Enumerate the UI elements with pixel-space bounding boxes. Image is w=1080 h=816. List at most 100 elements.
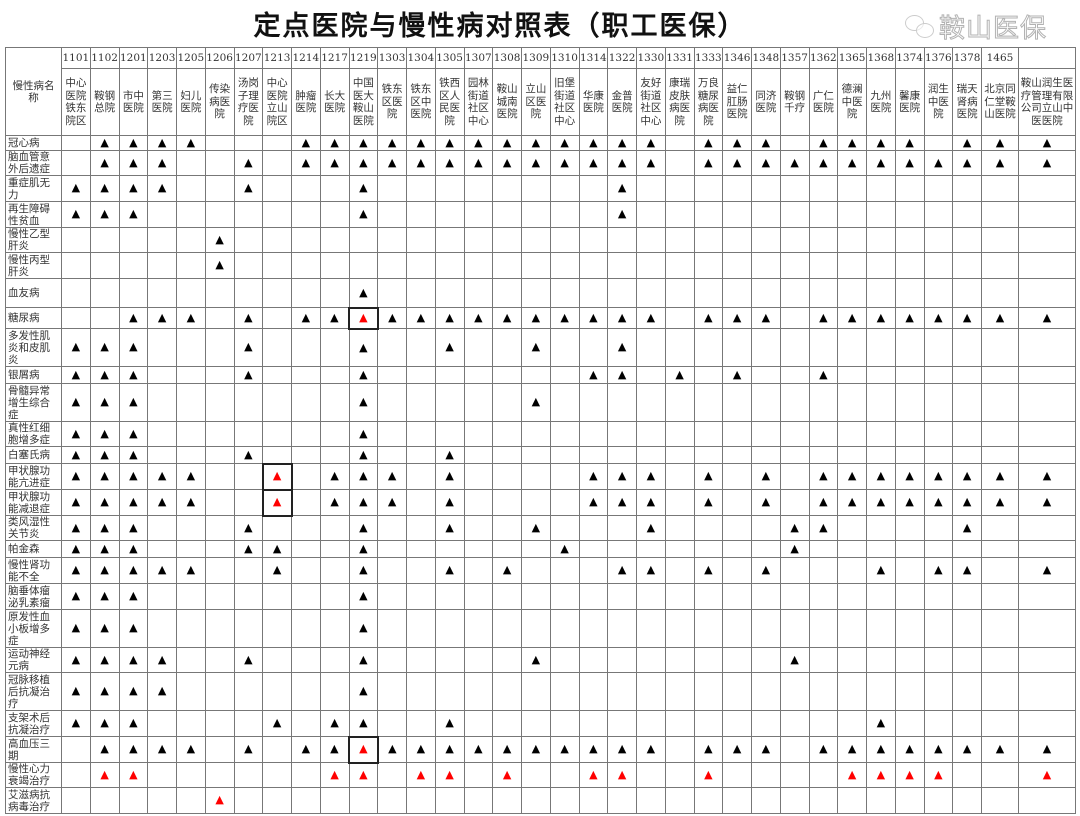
empty-cell [1018,583,1076,610]
empty-cell [923,515,954,541]
empty-cell [693,446,724,464]
empty-cell [463,787,494,814]
empty-cell [89,278,120,308]
triangle-mark: ▲ [722,150,752,176]
empty-cell [837,609,867,648]
empty-cell [722,421,752,447]
empty-cell [521,278,551,308]
hospital-code: 1365 [837,47,867,69]
empty-cell [952,201,982,228]
empty-cell [894,383,925,422]
triangle-mark: ▲ [607,175,637,202]
empty-cell [981,515,1019,541]
triangle-mark: ▲ [607,150,637,176]
empty-cell [664,583,695,610]
empty-cell [549,672,580,711]
hospital-name: 园林街道社区中心 [463,68,494,136]
triangle-mark: ▲ [578,489,609,516]
empty-cell [463,647,494,673]
empty-cell [176,583,206,610]
empty-cell [894,175,925,202]
table-row: 艾滋病抗病毒治疗 ▲ [5,787,1076,814]
empty-cell [319,583,350,610]
empty-cell [693,252,724,279]
empty-cell [636,609,666,648]
triangle-mark: ▲ [981,150,1019,176]
hospital-name: 鞍钢千疗 [779,68,810,136]
empty-cell [808,762,839,788]
empty-cell [837,328,867,367]
empty-cell [636,540,666,558]
triangle-mark: ▲ [923,307,954,329]
empty-cell [722,227,752,253]
empty-cell [147,446,177,464]
triangle-mark: ▲ [751,489,781,516]
empty-cell [981,252,1019,279]
empty-cell [837,515,867,541]
empty-cell [406,609,436,648]
empty-cell [291,583,321,610]
empty-cell [664,672,695,711]
triangle-mark: ▲ [866,710,896,737]
empty-cell [664,175,695,202]
empty-cell [1018,710,1076,737]
empty-cell [722,762,752,788]
triangle-mark: ▲ [751,557,781,584]
disease-name: 帕金森 [5,540,62,558]
hospital-name: 广仁医院 [808,68,839,136]
empty-cell [1018,672,1076,711]
red-triangle-mark: ▲ [866,762,896,788]
triangle-mark: ▲ [291,150,321,176]
empty-cell [147,787,177,814]
empty-cell [837,278,867,308]
empty-cell [233,489,264,516]
empty-cell [578,252,609,279]
empty-cell [492,175,522,202]
empty-cell [866,383,896,422]
empty-cell [722,175,752,202]
empty-cell [636,762,666,788]
triangle-mark: ▲ [693,135,724,151]
triangle-mark: ▲ [233,446,264,464]
empty-cell [578,583,609,610]
empty-cell [837,252,867,279]
triangle-mark: ▲ [233,175,264,202]
empty-cell [406,383,436,422]
empty-cell [923,540,954,558]
table-row: 慢性乙型肝炎 ▲ [5,227,1076,253]
triangle-mark: ▲ [319,307,350,329]
empty-cell [751,515,781,541]
triangle-mark: ▲ [262,540,292,558]
triangle-mark: ▲ [607,736,637,763]
empty-cell [636,647,666,673]
empty-cell [549,557,580,584]
empty-cell [549,328,580,367]
empty-cell [204,710,235,737]
triangle-mark: ▲ [779,515,810,541]
empty-cell [406,515,436,541]
empty-cell [923,252,954,279]
triangle-mark: ▲ [147,150,177,176]
empty-cell [981,227,1019,253]
table-row: 类风湿性关节炎 ▲ ▲ ▲ ▲ ▲ ▲ ▲ ▲ ▲ ▲ ▲ [5,515,1076,541]
empty-cell [147,762,177,788]
empty-cell [549,252,580,279]
triangle-mark: ▲ [147,307,177,329]
empty-cell [636,175,666,202]
empty-cell [607,672,637,711]
triangle-mark: ▲ [751,736,781,763]
triangle-mark: ▲ [808,736,839,763]
empty-cell [894,557,925,584]
hospital-code [1018,47,1076,69]
empty-cell [319,227,350,253]
empty-cell [377,252,407,279]
triangle-mark: ▲ [176,135,206,151]
triangle-mark: ▲ [118,328,149,367]
empty-cell [981,366,1019,384]
triangle-mark: ▲ [147,175,177,202]
triangle-mark: ▲ [147,557,177,584]
triangle-mark: ▲ [118,557,149,584]
empty-cell [434,609,465,648]
empty-cell [808,540,839,558]
triangle-mark: ▲ [61,421,91,447]
